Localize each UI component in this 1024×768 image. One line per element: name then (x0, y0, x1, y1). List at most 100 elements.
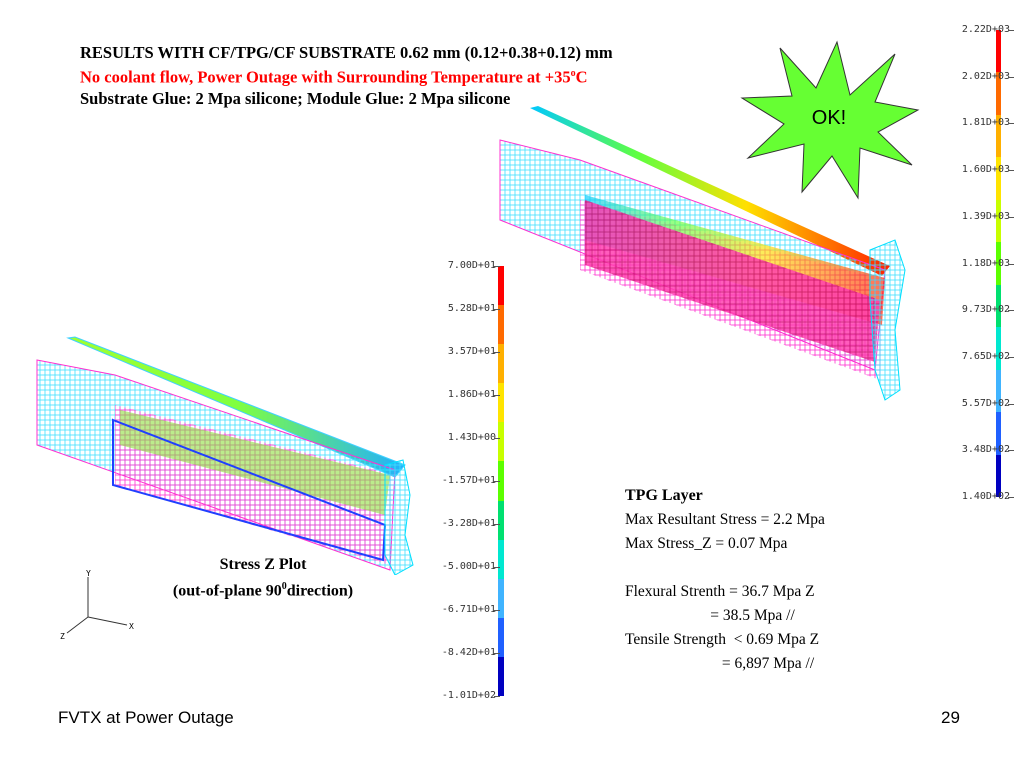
title-line-1: RESULTS WITH CF/TPG/CF SUBSTRATE 0.62 mm… (80, 43, 613, 62)
scale-bar-left (498, 266, 504, 697)
right-scale-label: 2.02D+03 (961, 70, 1010, 82)
right-scale-label: 1.40D+02 (961, 491, 1010, 502)
left-scale-tick (494, 309, 500, 310)
substrate-top-surface-lower (66, 336, 406, 478)
left-scale-tick (494, 481, 500, 482)
left-scale-tick (494, 653, 500, 654)
right-scale-tick (1008, 76, 1014, 78)
module-stress-lower (120, 410, 390, 515)
right-scale-tick (1008, 450, 1014, 452)
left-scale-segment (498, 578, 504, 619)
right-scale-tick (1008, 216, 1014, 218)
right-scale-label: 9.73D+02 (961, 304, 1010, 316)
y-axis-label: Y (86, 569, 91, 578)
mesh-edge-lower (384, 459, 414, 575)
left-scale-tick (494, 352, 500, 353)
z-axis-label: Z (60, 632, 65, 641)
left-scale-segment (498, 539, 504, 580)
tpg-heading: TPG Layer (625, 487, 703, 504)
tpg-line-6: Tensile Strength < 0.69 Mpa Z (625, 631, 820, 648)
right-scale-label: 1.60D+03 (961, 164, 1010, 176)
fea-plot-upper (499, 106, 906, 401)
ok-label: OK! (812, 107, 846, 129)
left-scale-segment (498, 500, 504, 541)
left-scale-label: 1.43D+00 (447, 432, 496, 443)
left-scale-tick (494, 524, 500, 525)
right-scale-label: 5.57D+02 (961, 397, 1010, 409)
right-scale-segment (996, 114, 1001, 158)
right-scale-label: 2.22D+03 (961, 24, 1010, 35)
z-axis-line (66, 616, 89, 634)
color-scale-left: 7.00D+01 5.28D+01 3.57D+01 1.86D+01 1.43D+00… (440, 260, 510, 702)
left-scale-segment (498, 305, 504, 345)
tpg-line-1: Max Resultant Stress = 2.2 Mpa (625, 511, 825, 528)
color-scale-right: 2.22D+03 2.02D+03 1.81D+03 1.60D+03 1.39D+03… (938, 24, 1024, 502)
right-scale-label: 7.65D+02 (961, 350, 1010, 362)
right-scale-segment (996, 199, 1001, 243)
right-scale-label: 3.48D+02 (961, 444, 1010, 456)
left-scale-label: 5.28D+01 (447, 303, 496, 314)
left-scale-label: 7.00D+01 (447, 260, 496, 271)
right-scale-tick (1008, 356, 1014, 358)
left-scale-segment (498, 422, 504, 462)
right-scale-label: 1.81D+03 (961, 117, 1010, 129)
left-scale-label: -8.42D+01 (441, 647, 496, 658)
title-line-2: No coolant flow, Power Outage with Surro… (80, 67, 588, 87)
axis-triad: Y X Z (60, 569, 134, 641)
footer-text: FVTX at Power Outage (58, 708, 234, 727)
substrate-top-surface (530, 106, 890, 276)
left-scale-tick (494, 266, 500, 267)
left-scale-label: -6.71D+01 (441, 604, 496, 615)
left-scale-segment (498, 383, 504, 423)
x-axis-label: X (129, 622, 134, 631)
left-scale-tick (494, 696, 500, 697)
stress-caption-line-2: (out-of-plane 900direction) (172, 581, 354, 600)
right-scale-segment (996, 369, 1001, 413)
right-scale-tick (1008, 170, 1014, 172)
left-scale-tick (494, 567, 500, 568)
right-scale-label: 1.39D+03 (961, 210, 1010, 222)
right-scale-segment (996, 454, 1001, 498)
right-scale-tick (1008, 497, 1014, 498)
right-scale-tick (1008, 403, 1014, 405)
x-axis-line (87, 616, 128, 626)
stress-caption-line-1: Stress Z Plot (219, 556, 307, 573)
left-scale-tick (494, 438, 500, 439)
tpg-info: TPG Layer Max Resultant Stress = 2.2 Mpa… (625, 484, 825, 676)
left-scale-segment (498, 461, 504, 502)
left-scale-label: 3.57D+01 (447, 346, 496, 357)
module-mesh (585, 200, 880, 362)
mesh-edge (869, 239, 906, 401)
left-scale-segment (498, 344, 504, 384)
left-scale-label: -5.00D+01 (441, 561, 496, 572)
tpg-line-5: = 38.5 Mpa // (625, 607, 795, 624)
left-scale-segment (498, 617, 504, 658)
tpg-line-2: Max Stress_Z = 0.07 Mpa (625, 535, 788, 552)
left-scale-segment (498, 266, 504, 306)
left-scale-segment (498, 656, 504, 697)
right-scale-segment (996, 157, 1001, 201)
right-scale-segment (996, 284, 1001, 328)
right-scale-segment (996, 412, 1001, 456)
slide-title: RESULTS WITH CF/TPG/CF SUBSTRATE 0.62 mm… (80, 42, 613, 109)
fea-plot-lower (36, 336, 414, 575)
right-scale-segment (996, 242, 1001, 286)
left-scale-tick (494, 610, 500, 611)
right-scale-segment (996, 72, 1001, 116)
module-edge-lower (112, 418, 387, 562)
right-scale-segment (996, 327, 1001, 371)
right-scale-tick (1008, 263, 1014, 265)
right-scale-tick (1008, 123, 1014, 125)
left-scale-tick (494, 395, 500, 396)
ok-starburst: OK! (740, 40, 920, 200)
right-scale-tick (1008, 30, 1014, 31)
title-line-3: Substrate Glue: 2 Mpa silicone; Module G… (80, 88, 511, 108)
stress-caption: Stress Z Plot (out-of-plane 900direction… (128, 554, 398, 602)
page-number: 29 (941, 708, 960, 727)
right-scale-label: 1.18D+03 (961, 257, 1010, 269)
left-scale-label: 1.86D+01 (447, 389, 496, 400)
left-scale-label: -1.01D+02 (441, 690, 496, 701)
right-scale-segment (996, 30, 1001, 73)
right-scale-tick (1008, 310, 1014, 312)
left-scale-label: -1.57D+01 (441, 475, 496, 486)
